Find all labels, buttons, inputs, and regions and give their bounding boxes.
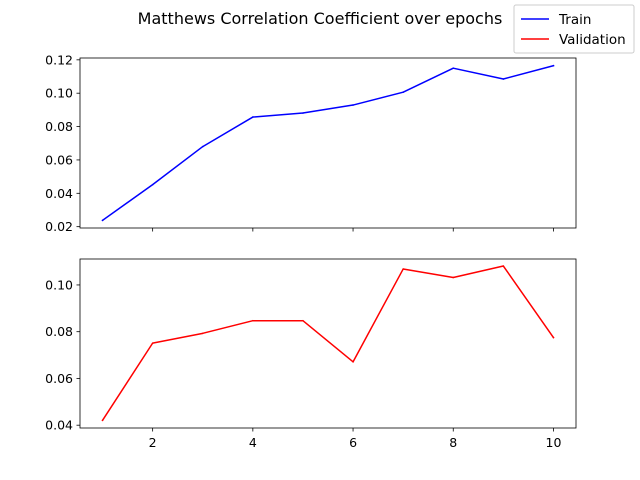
data-point-train xyxy=(101,219,104,222)
data-point-train xyxy=(352,104,354,106)
data-point-train xyxy=(402,91,404,93)
series-line-validation xyxy=(101,265,555,422)
y-tick-label-train: 0.10 xyxy=(45,86,73,101)
data-point-validation xyxy=(352,361,354,363)
data-point-train xyxy=(452,67,455,69)
data-point-train xyxy=(502,78,505,80)
data-point-validation xyxy=(252,319,254,322)
data-point-validation xyxy=(402,268,404,270)
y-tick-label-train: 0.06 xyxy=(45,152,73,167)
legend: Train Validation xyxy=(513,4,635,54)
data-point-validation xyxy=(502,265,505,267)
series-line-train xyxy=(101,64,555,222)
x-tick-label: 8 xyxy=(449,435,457,450)
y-tick-label-train: 0.12 xyxy=(45,52,73,67)
legend-frame xyxy=(513,4,635,54)
chart-title: Matthews Correlation Coefficient over ep… xyxy=(138,9,503,28)
y-tick-label-validation: 0.10 xyxy=(45,277,73,292)
y-tick-label-train: 0.08 xyxy=(45,119,73,134)
x-tick-label: 2 xyxy=(149,435,157,450)
data-point-validation xyxy=(201,332,204,335)
data-point-train xyxy=(201,145,204,148)
x-tick-label: 10 xyxy=(546,435,562,450)
data-point-validation xyxy=(452,276,455,279)
y-tick-label-validation: 0.04 xyxy=(45,418,73,433)
data-point-validation xyxy=(552,336,555,339)
data-point-train xyxy=(552,64,555,67)
data-point-train xyxy=(252,116,254,118)
data-point-validation xyxy=(101,419,104,422)
y-tick-label-train: 0.02 xyxy=(45,219,73,234)
axes-frame-train xyxy=(79,57,577,229)
y-tick-label-validation: 0.06 xyxy=(45,371,73,386)
legend-label-train: Train xyxy=(558,12,591,28)
train-panel: 0.02 0.04 0.06 0.08 0.10 0.12 xyxy=(45,52,577,234)
data-point-validation xyxy=(302,319,304,322)
x-tick-label: 6 xyxy=(349,435,357,450)
data-point-train xyxy=(302,112,304,114)
legend-label-validation: Validation xyxy=(559,32,626,48)
data-point-train xyxy=(151,183,154,186)
axes-frame-validation xyxy=(79,258,577,429)
y-tick-label-validation: 0.08 xyxy=(45,324,73,339)
x-tick-label: 4 xyxy=(249,435,257,450)
validation-panel: 0.04 0.06 0.08 0.10 2 4 6 8 10 xyxy=(45,258,577,450)
y-tick-label-train: 0.04 xyxy=(45,186,73,201)
data-point-validation xyxy=(151,342,154,344)
